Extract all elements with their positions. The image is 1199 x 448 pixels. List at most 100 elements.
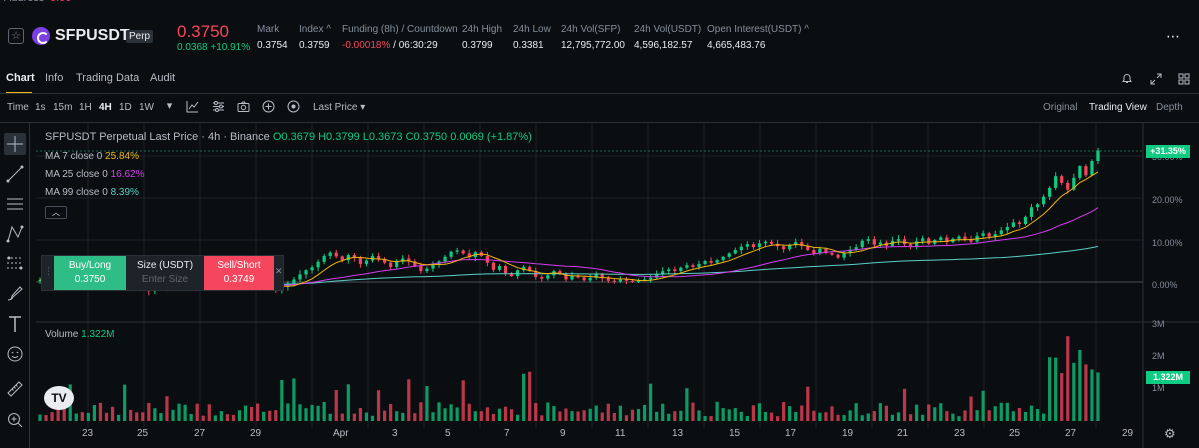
volume-bar: [933, 407, 937, 421]
volume-bar: [739, 411, 743, 421]
tab-audit[interactable]: Audit: [150, 72, 176, 84]
candle-body: [1072, 177, 1076, 190]
volume-bar: [116, 414, 121, 421]
volume-bar: [642, 404, 647, 421]
candle-body: [1011, 222, 1015, 227]
volume-bar: [649, 383, 653, 421]
symbol-name[interactable]: SFPUSDT: [55, 27, 130, 44]
candle-body: [794, 242, 798, 246]
drawing-toolbar: [0, 123, 30, 448]
volume-tick-label: 1M: [1152, 383, 1165, 393]
ma99-legend[interactable]: MA 99 close 0 8.39%: [45, 187, 139, 198]
buy-long-button[interactable]: Buy/Long 0.3750: [54, 256, 126, 290]
volume-bar: [794, 411, 798, 421]
close-icon[interactable]: ✕: [275, 266, 283, 276]
zoom-in-icon[interactable]: [4, 409, 26, 431]
tab-info[interactable]: Info: [45, 72, 64, 84]
size-label: Size (USDT): [136, 260, 194, 271]
interval-1w[interactable]: 1W: [139, 102, 154, 113]
candle-body: [860, 240, 864, 248]
add-circle-icon[interactable]: [262, 100, 275, 113]
volume-bar: [788, 406, 792, 421]
view-depth[interactable]: Depth: [1156, 102, 1183, 113]
horizontal-lines-icon[interactable]: [4, 193, 26, 215]
volume-bar: [310, 404, 314, 421]
layout-grid-icon[interactable]: [1177, 73, 1191, 87]
gear-icon[interactable]: ⚙: [1164, 426, 1176, 441]
volume-bar: [370, 415, 375, 421]
ma7-legend[interactable]: MA 7 close 0 25.84%: [45, 151, 139, 162]
trend-line-icon[interactable]: [4, 163, 26, 185]
tab-chart[interactable]: Chart: [6, 72, 35, 84]
chevron-down-icon[interactable]: ▾: [166, 100, 173, 112]
sell-short-button[interactable]: Sell/Short 0.3749: [204, 256, 274, 290]
stat-index[interactable]: Index ^ 0.3759: [299, 24, 331, 51]
candle-body: [902, 239, 907, 245]
volume-bar: [782, 402, 786, 421]
ma25-legend[interactable]: MA 25 close 0 16.62%: [45, 169, 145, 180]
crosshair-icon[interactable]: [4, 133, 26, 155]
view-original[interactable]: Original: [1043, 102, 1078, 113]
candle-body: [467, 253, 471, 258]
volume-bar: [1072, 362, 1076, 421]
chart-settings-icon[interactable]: [212, 100, 225, 113]
volume-bar: [534, 403, 538, 421]
indicators-icon[interactable]: [186, 100, 199, 113]
volume-bar: [600, 412, 604, 421]
volume-bar: [316, 405, 320, 421]
x-tick-label: 29: [250, 428, 262, 439]
candle-body: [1054, 176, 1058, 188]
tradingview-logo[interactable]: TV: [44, 386, 74, 410]
drag-handle-icon[interactable]: ⋮: [44, 266, 53, 276]
interval-15m[interactable]: 15m: [53, 102, 73, 113]
size-input[interactable]: Size (USDT) Enter Size: [128, 256, 202, 290]
emoji-icon[interactable]: [4, 343, 26, 365]
candle-body: [328, 252, 332, 256]
price-source-select[interactable]: Last Price ▾: [313, 102, 365, 113]
volume-bar: [769, 412, 774, 421]
text-tool-icon[interactable]: [4, 313, 26, 335]
volume-bar: [431, 412, 435, 421]
interval-1h[interactable]: 1H: [79, 102, 92, 113]
expand-icon[interactable]: [1149, 73, 1163, 87]
candle-body: [1048, 187, 1052, 197]
volume-bar: [479, 411, 483, 421]
pitchfork-icon[interactable]: [4, 223, 26, 245]
candle-body: [788, 245, 792, 250]
volume-bar: [213, 415, 217, 421]
bell-icon[interactable]: [1120, 73, 1134, 87]
candle-body: [709, 261, 713, 263]
x-tick-label: 27: [1065, 428, 1077, 439]
tab-trading-data[interactable]: Trading Data: [76, 72, 140, 84]
target-icon[interactable]: [287, 100, 300, 113]
interval-1s[interactable]: 1s: [35, 102, 46, 113]
volume-bar: [812, 410, 816, 421]
volume-bar: [727, 409, 731, 421]
stat-24h-vol-sfp: 24h Vol(SFP) 12,795,772.00: [561, 24, 625, 51]
ruler-icon[interactable]: [4, 378, 26, 400]
volume-bar: [969, 396, 973, 421]
candle-body: [999, 230, 1003, 235]
stat-value: 12,795,772.00: [561, 40, 625, 51]
camera-icon[interactable]: [237, 100, 250, 113]
more-dots-icon[interactable]: ⋯: [1166, 28, 1181, 44]
interval-4h[interactable]: 4H: [99, 102, 112, 113]
stat-open-interest[interactable]: Open Interest(USDT) ^ 4,665,483.76: [707, 24, 809, 51]
volume-bar: [250, 406, 254, 421]
fib-tools-icon[interactable]: [4, 253, 26, 275]
volume-bar: [745, 415, 749, 421]
candle-body: [1060, 176, 1064, 183]
volume-bar: [860, 415, 864, 421]
candle-body: [1084, 166, 1088, 176]
chart-legend-title: SFPUSDT Perpetual Last Price · 4h · Bina…: [45, 131, 532, 143]
brush-icon[interactable]: [4, 283, 26, 305]
collapse-legend-icon[interactable]: ︿: [45, 206, 67, 219]
volume-bar: [685, 388, 689, 421]
x-tick-label: 17: [785, 428, 797, 439]
view-trading-view[interactable]: Trading View: [1089, 102, 1147, 113]
volume-bar: [612, 412, 616, 421]
interval-1d[interactable]: 1D: [119, 102, 132, 113]
favorite-star-icon[interactable]: ☆: [8, 28, 24, 44]
volume-tick-label: 2M: [1152, 351, 1165, 361]
volume-bar: [56, 409, 60, 421]
